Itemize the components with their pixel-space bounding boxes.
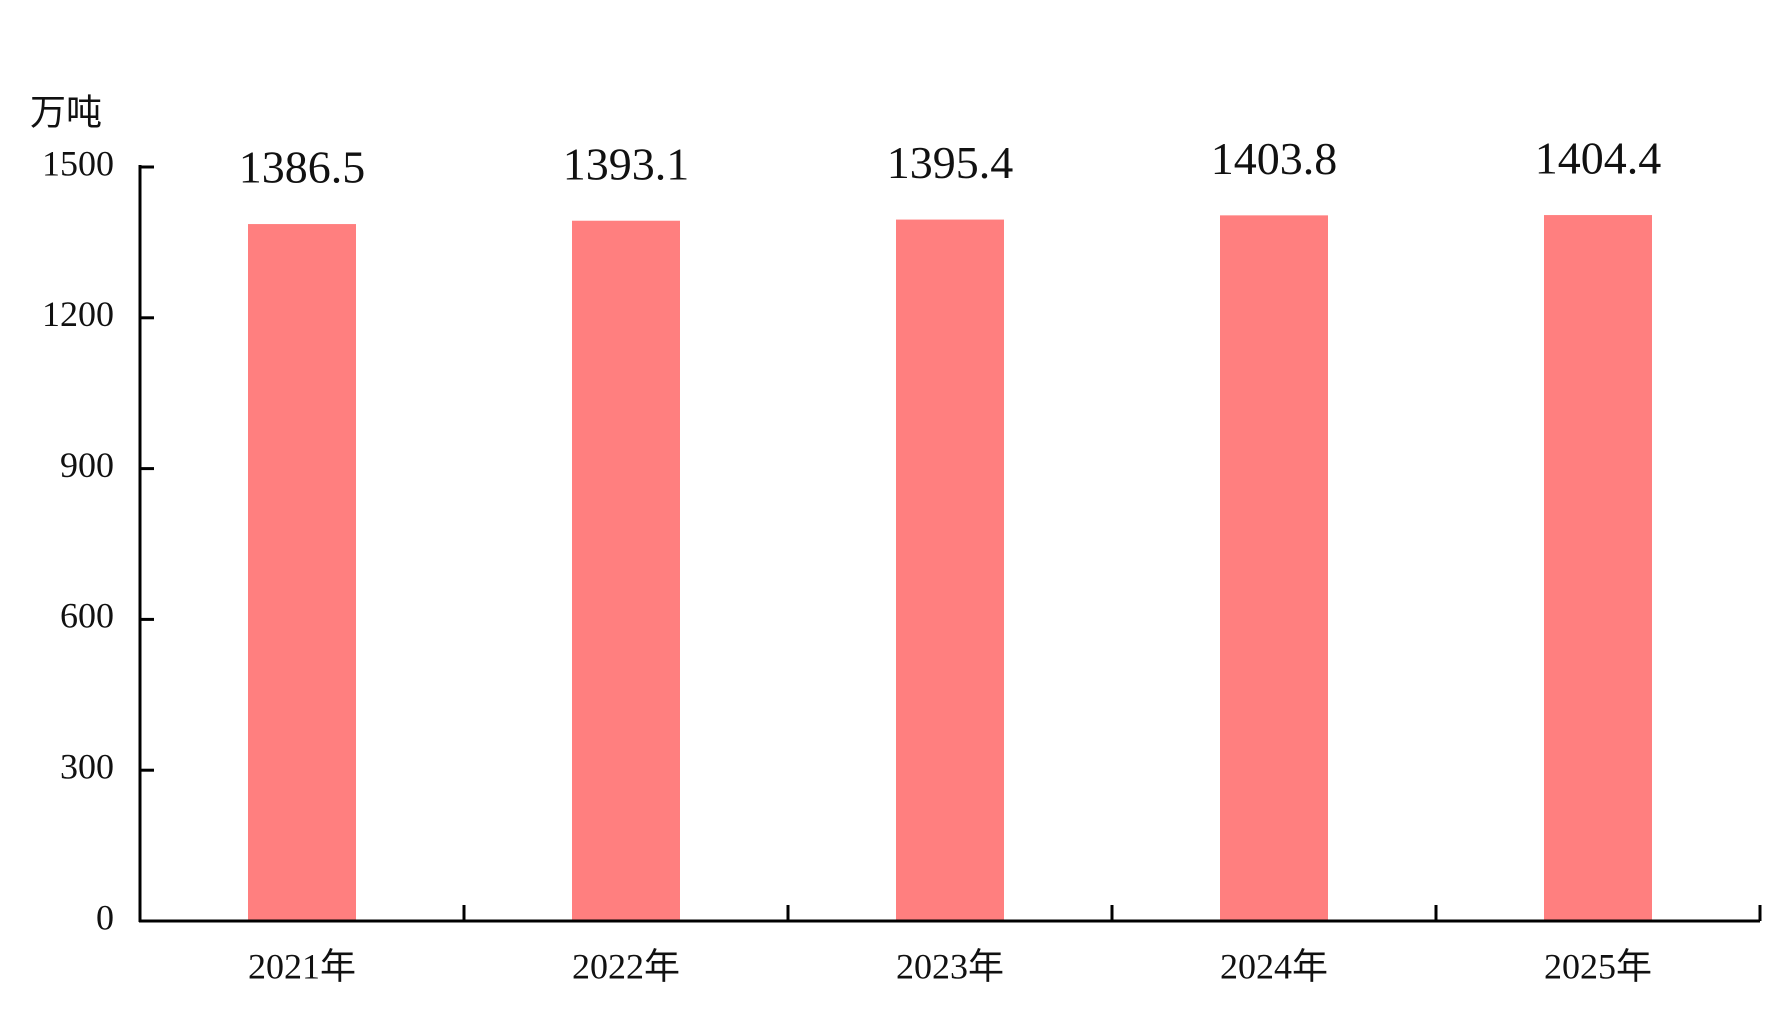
y-tick-label: 1500 (42, 143, 114, 183)
bar (248, 224, 356, 921)
y-tick-label: 300 (60, 746, 114, 786)
x-tick-label: 2021年 (248, 946, 356, 986)
x-tick-label: 2024年 (1220, 946, 1328, 986)
x-tick-label: 2025年 (1544, 946, 1652, 986)
bar (896, 219, 1004, 922)
bar (1544, 215, 1652, 921)
y-tick-label: 600 (60, 596, 114, 636)
y-tick-label: 900 (60, 445, 114, 485)
y-tick-label: 0 (96, 897, 114, 937)
bar (572, 220, 680, 922)
value-label: 1403.8 (1211, 133, 1338, 184)
x-tick-label: 2022年 (572, 946, 680, 986)
bar (1220, 215, 1328, 921)
y-axis-label: 万吨 (30, 92, 102, 132)
value-label: 1393.1 (563, 138, 690, 189)
y-tick-label: 1200 (42, 294, 114, 334)
value-label: 1386.5 (239, 142, 366, 193)
x-tick-label: 2023年 (896, 946, 1004, 986)
value-label: 1404.4 (1535, 133, 1662, 184)
value-label: 1395.4 (887, 137, 1014, 188)
